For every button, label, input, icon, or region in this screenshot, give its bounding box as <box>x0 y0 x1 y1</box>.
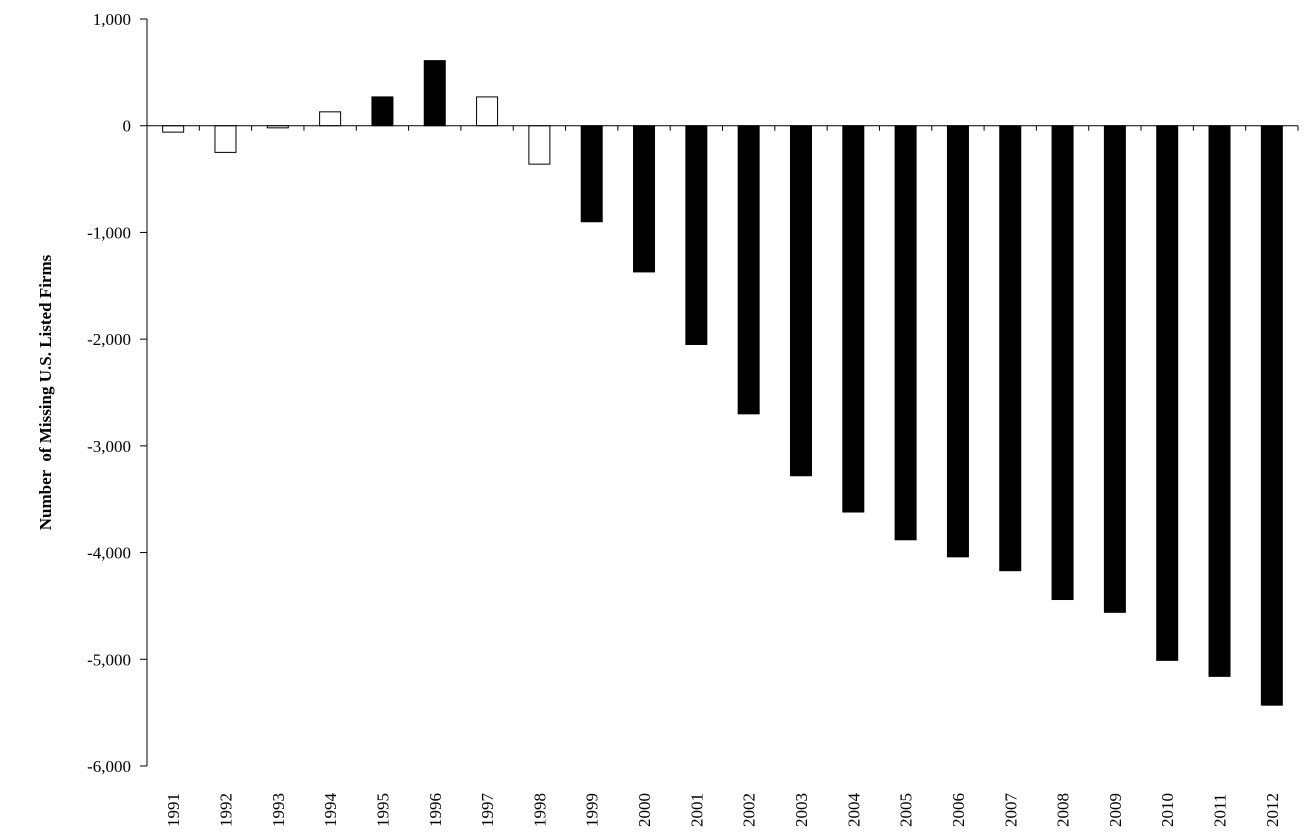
y-ticks: 1,000 0 -1,000 -2,000 -3,000 -4,000 -5,000 -6,0… <box>87 10 147 776</box>
x-tick-label: 1999 <box>583 793 602 827</box>
x-tick-label: 2000 <box>635 793 654 827</box>
x-tick-label: 2006 <box>949 793 968 827</box>
x-tick-label: 2005 <box>897 793 916 827</box>
bar-1999 <box>580 125 603 223</box>
y-tick-label: -3,000 <box>87 437 131 456</box>
bar-1994 <box>319 111 342 127</box>
x-tick-label: 1992 <box>216 793 235 827</box>
x-tick-label: 2002 <box>740 793 759 827</box>
x-tick-label: 2001 <box>687 793 706 827</box>
bar-2002 <box>737 125 760 415</box>
x-tick-label: 2008 <box>1054 793 1073 827</box>
bar-1998 <box>528 125 551 165</box>
y-tick-label: -2,000 <box>87 330 131 349</box>
x-tick-label: 1997 <box>478 793 497 828</box>
bar-1996 <box>423 60 446 127</box>
x-tick-label: 1991 <box>164 793 183 827</box>
bar-2006 <box>946 125 969 558</box>
y-tick-label: 0 <box>123 117 132 136</box>
x-tick-label: 1993 <box>269 793 288 827</box>
x-tick-label: 2011 <box>1211 794 1230 827</box>
bar-2008 <box>1051 125 1074 601</box>
bar-2004 <box>842 125 865 513</box>
bar-1997 <box>476 96 499 127</box>
bar-2005 <box>894 125 917 541</box>
x-tick-label: 2009 <box>1106 793 1125 827</box>
bar-2010 <box>1156 125 1179 661</box>
x-tick-label: 2012 <box>1263 793 1282 827</box>
y-axis-title: Number of Missing U.S. Listed Firms <box>36 254 55 530</box>
bar-2003 <box>789 125 812 477</box>
x-tick-label: 2004 <box>844 793 863 828</box>
bar-2007 <box>999 125 1022 572</box>
x-tick-label: 2010 <box>1158 793 1177 827</box>
y-tick-label: -4,000 <box>87 544 131 563</box>
bar-2012 <box>1260 125 1283 706</box>
y-tick-label: -6,000 <box>87 757 131 776</box>
y-tick-label: -5,000 <box>87 650 131 669</box>
bar-1991 <box>162 125 185 133</box>
bar-2009 <box>1103 125 1126 613</box>
x-tick-label: 2003 <box>792 793 811 827</box>
bar-1992 <box>214 125 237 153</box>
x-tick-label: 2007 <box>1001 793 1020 828</box>
y-tick-label: 1,000 <box>93 10 131 29</box>
x-tick-label: 1996 <box>426 793 445 827</box>
y-tick-label: -1,000 <box>87 223 131 242</box>
x-tick-label: 1994 <box>321 793 340 828</box>
bar-2001 <box>685 125 708 345</box>
x-tick-label: 1998 <box>530 793 549 827</box>
bar-2011 <box>1208 125 1231 677</box>
x-ticks: 1991 1992 1993 1994 1995 1996 1997 1998 1999 2000… <box>146 125 1299 828</box>
x-tick-label: 1995 <box>373 793 392 827</box>
bars-group <box>162 60 1283 706</box>
bar-1995 <box>371 96 394 127</box>
bar-2000 <box>633 125 656 273</box>
